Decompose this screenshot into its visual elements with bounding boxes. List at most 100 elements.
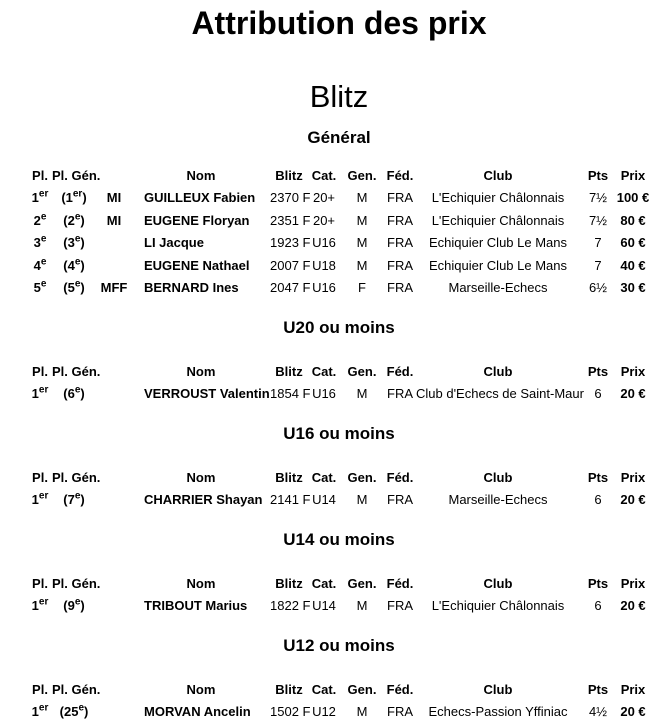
cell-fed: FRA xyxy=(387,704,413,720)
cell-nom: TRIBOUT Marius xyxy=(144,598,248,614)
column-header-prix: Prix xyxy=(620,575,646,591)
section-title: U16 ou moins xyxy=(283,424,395,443)
cell-pts: 6 xyxy=(594,386,602,402)
cell-gen: M xyxy=(356,598,368,614)
prize-row: 1er (25e) MORVAN Ancelin 1502 F U12 M FRA Echec… xyxy=(28,701,650,724)
column-header-fed: Féd. xyxy=(386,363,414,379)
column-header-pl: Pl. xyxy=(32,575,48,591)
cell-nom: CHARRIER Shayan xyxy=(144,492,263,508)
cell-cat: U16 xyxy=(312,386,336,402)
column-header-pts: Pts xyxy=(587,167,609,183)
cell-pl: 3e xyxy=(33,233,47,251)
column-header-cat: Cat. xyxy=(311,469,337,485)
cell-cat: U16 xyxy=(312,280,336,296)
table-header-row: Pl. Pl. Gén. Nom Blitz Cat. Gen. Féd. Club Pts Pr… xyxy=(28,572,650,595)
column-header-blitz: Blitz xyxy=(275,575,303,591)
cell-pl: 1er xyxy=(31,188,49,206)
cell-gen: M xyxy=(356,386,368,402)
prize-table: Pl. Pl. Gén. Nom Blitz Cat. Gen. Féd. Club Pts Pr… xyxy=(28,572,650,617)
cell-prix: 80 € xyxy=(620,212,646,228)
column-header-blitz: Blitz xyxy=(275,363,303,379)
cell-fed: FRA xyxy=(387,235,413,251)
cell-cat: U16 xyxy=(312,235,336,251)
cell-club: Club d'Echecs de Saint-Maur xyxy=(416,386,584,402)
column-header-plgen: Pl. Gén. xyxy=(52,575,101,591)
cell-blitz: 2141 F xyxy=(270,492,311,508)
cell-title xyxy=(96,489,132,512)
column-header-nom: Nom xyxy=(186,363,216,379)
sections-container: Général Pl. Pl. Gén. Nom Blitz Cat. Gen. Féd. C… xyxy=(28,128,650,723)
column-header-cat: Cat. xyxy=(311,167,337,183)
cell-cat: 20+ xyxy=(312,190,336,206)
prize-section: U16 ou moins Pl. Pl. Gén. Nom Blitz Cat. Gen.… xyxy=(28,424,650,511)
column-header-club: Club xyxy=(483,167,513,183)
column-header-title xyxy=(96,572,132,595)
cell-nom: EUGENE Floryan xyxy=(144,212,250,228)
column-header-pts: Pts xyxy=(587,681,609,697)
table-header-row: Pl. Pl. Gén. Nom Blitz Cat. Gen. Féd. Club Pts Pr… xyxy=(28,360,650,383)
column-header-gen: Gen. xyxy=(347,681,377,697)
column-header-fed: Féd. xyxy=(386,575,414,591)
cell-cat: U14 xyxy=(312,598,336,614)
cell-pts: 7 xyxy=(594,257,602,273)
cell-cat: U12 xyxy=(312,704,336,720)
cell-nom: MORVAN Ancelin xyxy=(144,704,251,720)
cell-blitz: 1502 F xyxy=(270,704,311,720)
column-header-gen: Gen. xyxy=(347,167,377,183)
column-header-prix: Prix xyxy=(620,363,646,379)
prize-row: 3e (3e) LI Jacque 1923 F U16 M FRA Echiquier Cl… xyxy=(28,232,650,255)
section-title: U20 ou moins xyxy=(283,318,395,337)
prize-row: 4e (4e) EUGENE Nathael 2007 F U18 M FRA Echiqui… xyxy=(28,254,650,277)
column-header-cat: Cat. xyxy=(311,575,337,591)
cell-prix: 20 € xyxy=(620,492,646,508)
prize-table: Pl. Pl. Gén. Nom Blitz Cat. Gen. Féd. Club Pts Pr… xyxy=(28,360,650,405)
column-header-plgen: Pl. Gén. xyxy=(52,469,101,485)
cell-nom: BERNARD Ines xyxy=(144,280,239,296)
section-title: U14 ou moins xyxy=(283,530,395,549)
cell-pts: 4½ xyxy=(588,704,608,720)
prize-report-page: Attribution des prix Blitz Général Pl. Pl… xyxy=(28,6,650,723)
cell-gen: F xyxy=(358,280,366,296)
cell-plgen: (9e) xyxy=(63,596,85,614)
cell-pl: 1er xyxy=(31,596,49,614)
column-header-club: Club xyxy=(483,469,513,485)
column-header-title xyxy=(96,164,132,187)
cell-pl: 1er xyxy=(31,384,49,402)
column-header-fed: Féd. xyxy=(386,167,414,183)
column-header-pl: Pl. xyxy=(32,681,48,697)
cell-cat: U18 xyxy=(312,257,336,273)
prize-row: 5e (5e) MFF BERNARD Ines 2047 F U16 F FRA Marsei… xyxy=(28,277,650,300)
cell-fed: FRA xyxy=(387,280,413,296)
cell-title xyxy=(96,701,132,724)
cell-club: Echecs-Passion Yffiniac xyxy=(428,704,568,720)
cell-nom: VERROUST Valentin xyxy=(144,386,270,402)
column-header-blitz: Blitz xyxy=(275,681,303,697)
cell-title xyxy=(96,595,132,618)
cell-pts: 7 xyxy=(594,235,602,251)
column-header-nom: Nom xyxy=(186,167,216,183)
column-header-plgen: Pl. Gén. xyxy=(52,681,101,697)
cell-title xyxy=(96,383,132,406)
cell-fed: FRA xyxy=(387,492,413,508)
cell-gen: M xyxy=(356,190,368,206)
cell-gen: M xyxy=(356,257,368,273)
cell-cat: U14 xyxy=(312,492,336,508)
table-header-row: Pl. Pl. Gén. Nom Blitz Cat. Gen. Féd. Club Pts Pr… xyxy=(28,678,650,701)
column-header-plgen: Pl. Gén. xyxy=(52,363,101,379)
prize-table: Pl. Pl. Gén. Nom Blitz Cat. Gen. Féd. Club Pts Pr… xyxy=(28,466,650,511)
column-header-nom: Nom xyxy=(186,681,216,697)
cell-prix: 20 € xyxy=(620,386,646,402)
column-header-club: Club xyxy=(483,681,513,697)
cell-pl: 1er xyxy=(31,702,49,720)
column-header-blitz: Blitz xyxy=(275,167,303,183)
column-header-pl: Pl. xyxy=(32,363,48,379)
cell-gen: M xyxy=(356,704,368,720)
cell-gen: M xyxy=(356,212,368,228)
cell-prix: 60 € xyxy=(620,235,646,251)
column-header-club: Club xyxy=(483,363,513,379)
prize-section: U20 ou moins Pl. Pl. Gén. Nom Blitz Cat. Gen.… xyxy=(28,318,650,405)
cell-prix: 100 € xyxy=(616,190,650,206)
column-header-prix: Prix xyxy=(620,167,646,183)
cell-prix: 40 € xyxy=(620,257,646,273)
page-title: Attribution des prix xyxy=(191,5,487,41)
